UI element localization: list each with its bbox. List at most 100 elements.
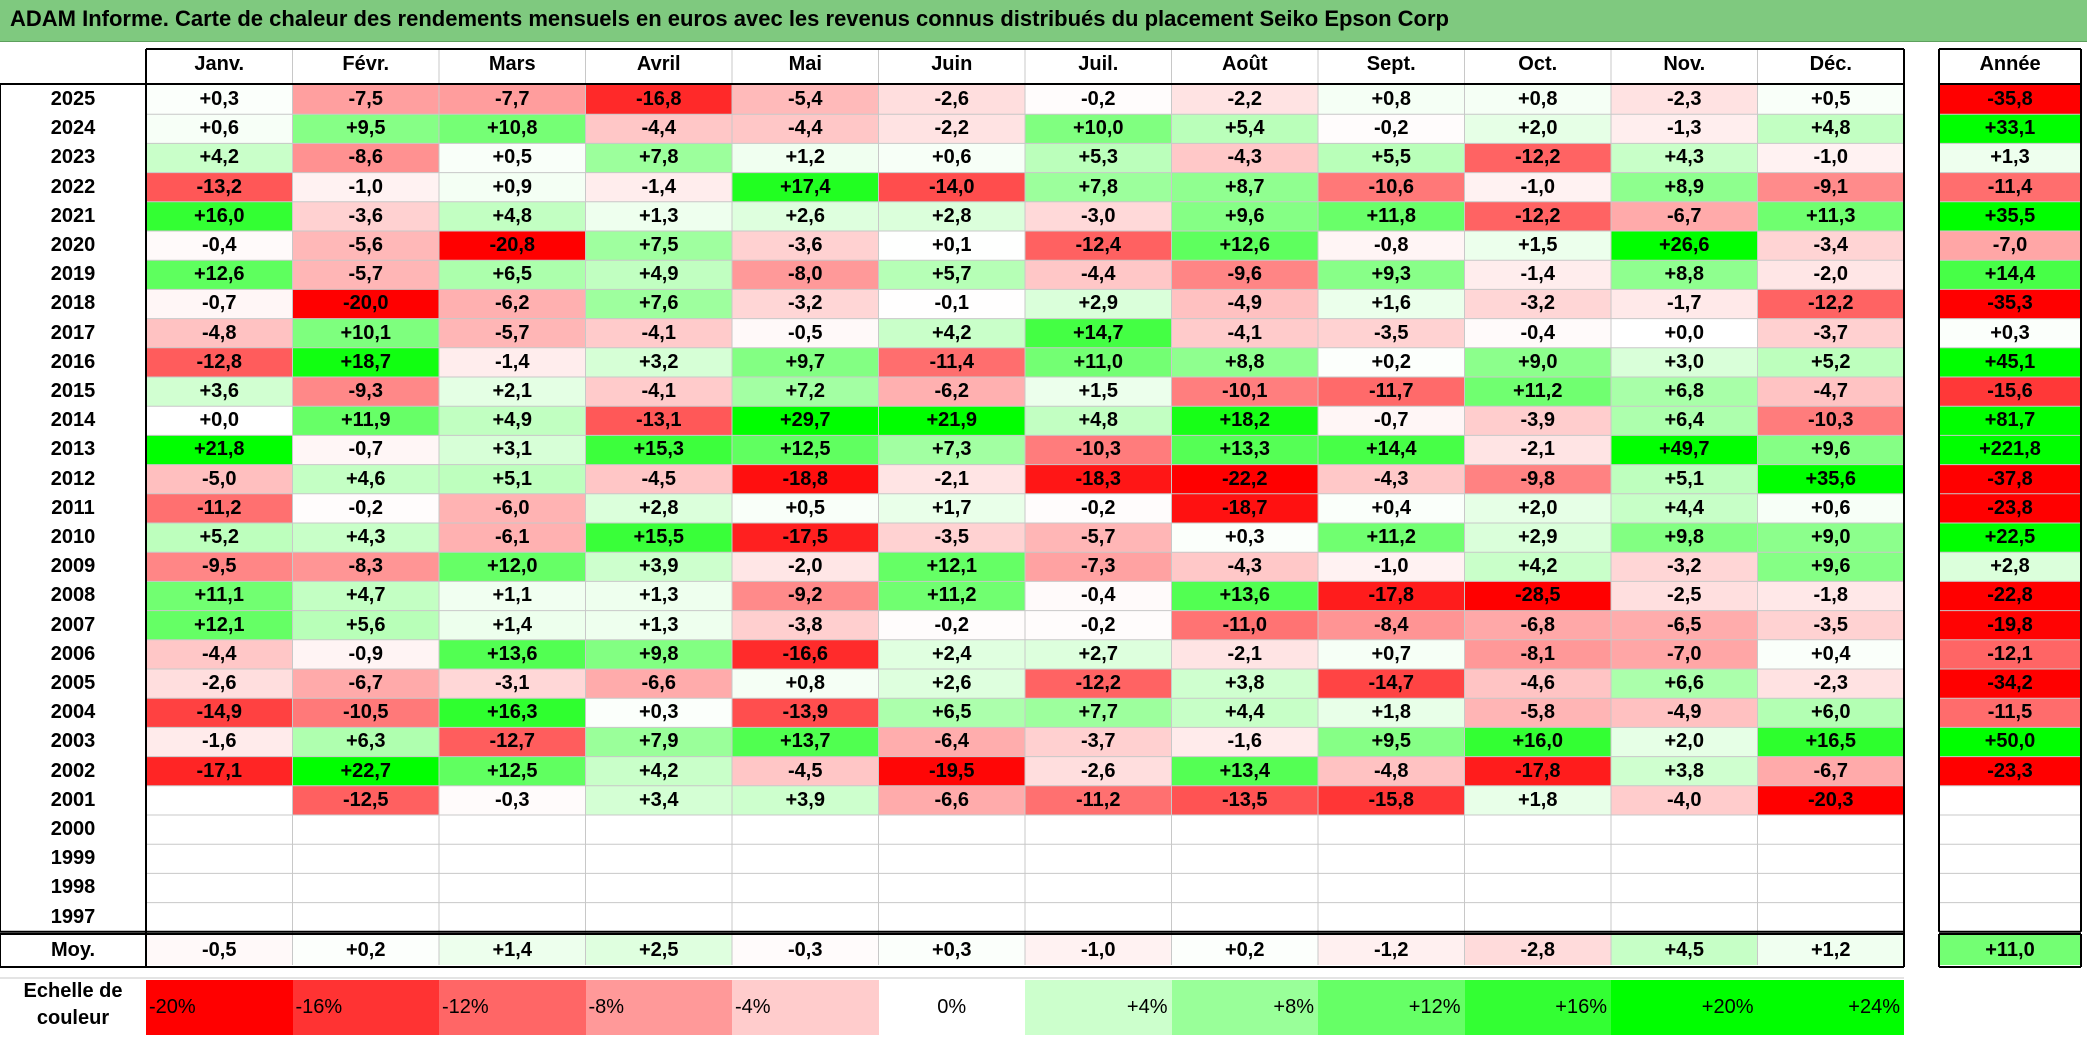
heatmap-cell: +2,7 [1025, 639, 1172, 669]
heatmap-cell: +12,6 [146, 260, 293, 290]
year-label: 2012 [50, 467, 96, 490]
heatmap-cell: -5,7 [439, 318, 586, 348]
heatmap-cell: +6,3 [292, 727, 439, 757]
annual-cell: -15,6 [1939, 377, 2081, 407]
heatmap-cell: +8,8 [1611, 260, 1758, 290]
heatmap-cell: -13,5 [1171, 785, 1318, 815]
heatmap-cell: -1,7 [1611, 289, 1758, 319]
heatmap-cell: +3,0 [1611, 347, 1758, 377]
heatmap-cell: -3,1 [439, 669, 586, 699]
heatmap-cell [1025, 815, 1172, 845]
heatmap-cell: +6,8 [1611, 377, 1758, 407]
heatmap-cell: -1,0 [1318, 552, 1465, 582]
heatmap-cell: +5,6 [292, 610, 439, 640]
month-header: Févr. [342, 53, 390, 75]
heatmap-cell: -3,7 [1025, 727, 1172, 757]
color-scale-step: +12% [1318, 980, 1465, 1035]
color-scale-step: +16% [1464, 980, 1611, 1035]
color-scale-step: -12% [439, 980, 586, 1035]
heatmap-cell: +18,7 [292, 347, 439, 377]
heatmap-cell: -20,3 [1757, 785, 1904, 815]
heatmap-cell: -0,2 [1025, 610, 1172, 640]
color-scale-step: -20% [146, 980, 293, 1035]
heatmap-cell: +9,8 [585, 639, 732, 669]
heatmap-cell [1757, 902, 1904, 932]
heatmap-cell: -4,3 [1318, 464, 1465, 494]
heatmap-cell [1171, 873, 1318, 903]
heatmap-cell: -4,7 [1757, 377, 1904, 407]
heatmap-cell: +9,5 [1318, 727, 1465, 757]
average-label: Moy. [50, 939, 96, 961]
heatmap-cell: -1,6 [146, 727, 293, 757]
heatmap-cell: -4,8 [146, 318, 293, 348]
heatmap-cell: -0,2 [1025, 85, 1172, 115]
heatmap-cell: -10,3 [1757, 406, 1904, 436]
heatmap-cell: -13,2 [146, 172, 293, 202]
heatmap-cell: +9,3 [1318, 260, 1465, 290]
heatmap-cell: +4,3 [1611, 143, 1758, 173]
heatmap-cell: -2,3 [1757, 669, 1904, 699]
heatmap-cell: -8,3 [292, 552, 439, 582]
heatmap-cell: +1,5 [1464, 231, 1611, 261]
average-cell: -2,8 [1464, 935, 1611, 965]
heatmap-cell: -2,1 [1171, 639, 1318, 669]
heatmap-cell: -6,2 [878, 377, 1025, 407]
average-cell: -1,0 [1025, 935, 1172, 965]
heatmap-cell: +7,2 [732, 377, 879, 407]
heatmap-cell: -10,6 [1318, 172, 1465, 202]
heatmap-cell: -18,7 [1171, 493, 1318, 523]
heatmap-cell [146, 902, 293, 932]
heatmap-cell: -19,5 [878, 756, 1025, 786]
heatmap-cell: -0,3 [439, 785, 586, 815]
heatmap-cell: +5,2 [1757, 347, 1904, 377]
heatmap-cell: +13,3 [1171, 435, 1318, 465]
heatmap-cell: -4,9 [1171, 289, 1318, 319]
heatmap-cell [1611, 815, 1758, 845]
heatmap-cell: -10,3 [1025, 435, 1172, 465]
heatmap-cell: -5,6 [292, 231, 439, 261]
heatmap-cell: +6,5 [439, 260, 586, 290]
heatmap-cell [1464, 873, 1611, 903]
heatmap-cell: -10,1 [1171, 377, 1318, 407]
heatmap-cell: -22,2 [1171, 464, 1318, 494]
heatmap-cell: +1,8 [1318, 698, 1465, 728]
heatmap-cell: +0,5 [1757, 85, 1904, 115]
heatmap-cell: +17,4 [732, 172, 879, 202]
heatmap-cell: +3,9 [585, 552, 732, 582]
heatmap-cell: +3,1 [439, 435, 586, 465]
heatmap-cell: +12,1 [878, 552, 1025, 582]
color-scale-step: -8% [585, 980, 732, 1035]
heatmap-cell [732, 815, 879, 845]
color-scale-step: +8% [1171, 980, 1318, 1035]
heatmap-cell: +18,2 [1171, 406, 1318, 436]
heatmap-cell: -0,2 [878, 610, 1025, 640]
heatmap-cell: +13,7 [732, 727, 879, 757]
heatmap-cell: +4,4 [1611, 493, 1758, 523]
annual-cell: +50,0 [1939, 727, 2081, 757]
average-cell: -0,3 [732, 935, 879, 965]
heatmap-cell: +13,6 [439, 639, 586, 669]
month-header: Déc. [1809, 53, 1852, 75]
heatmap-cell: -4,1 [585, 377, 732, 407]
heatmap-cell: +9,7 [732, 347, 879, 377]
heatmap-cell: +11,0 [1025, 347, 1172, 377]
heatmap-cell: -12,2 [1464, 143, 1611, 173]
heatmap-cell: -4,4 [585, 114, 732, 144]
heatmap-cell: -2,2 [1171, 85, 1318, 115]
heatmap-cell: +14,4 [1318, 435, 1465, 465]
heatmap-cell: -5,0 [146, 464, 293, 494]
heatmap-cell: -17,8 [1318, 581, 1465, 611]
heatmap-cell: +4,2 [878, 318, 1025, 348]
heatmap-cell: +11,2 [878, 581, 1025, 611]
heatmap-cell: +13,6 [1171, 581, 1318, 611]
heatmap-cell: -2,0 [1757, 260, 1904, 290]
heatmap-cell: +8,8 [1171, 347, 1318, 377]
year-label: 2011 [51, 496, 95, 519]
annual-cell: +33,1 [1939, 114, 2081, 144]
heatmap-cell [292, 873, 439, 903]
heatmap-cell: -1,8 [1757, 581, 1904, 611]
heatmap-cell: +9,0 [1757, 523, 1904, 553]
average-cell: +1,2 [1757, 935, 1904, 965]
annual-cell [1939, 785, 2081, 815]
heatmap-cell: -17,5 [732, 523, 879, 553]
